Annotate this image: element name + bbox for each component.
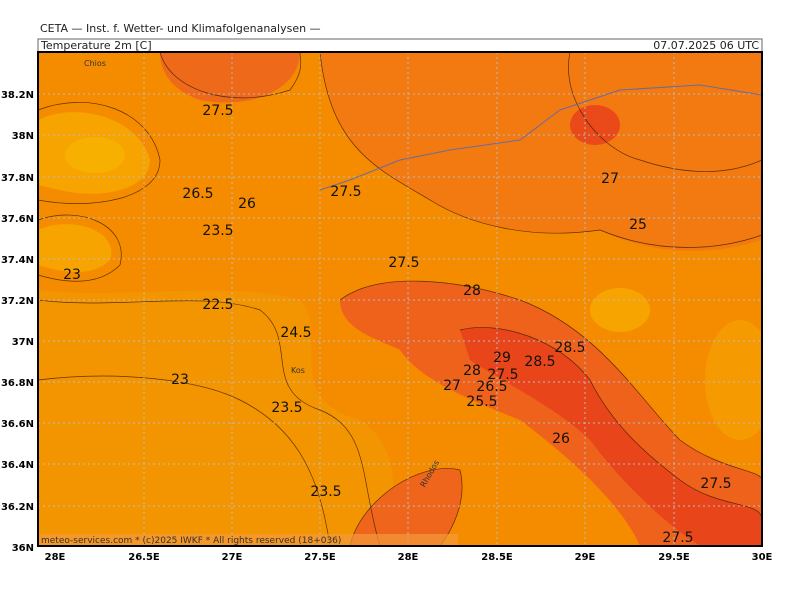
graticule bbox=[38, 52, 762, 546]
lat-label: 36.8N bbox=[1, 378, 34, 389]
lat-label: 37.4N bbox=[1, 255, 34, 266]
contour-label: 27.5 bbox=[487, 367, 518, 383]
contour-label: 28.5 bbox=[554, 340, 585, 356]
lat-label: 37.2N bbox=[1, 296, 34, 307]
contour-label: 26 bbox=[552, 431, 570, 447]
footer: meteo-services.com * (c)2025 IWKF * All … bbox=[41, 536, 341, 546]
lon-label: 26.5E bbox=[128, 552, 160, 563]
map-frame bbox=[37, 51, 763, 547]
contour-label: 25.5 bbox=[466, 394, 497, 410]
contour-label: 27 bbox=[601, 171, 619, 187]
place-label: Kos bbox=[291, 366, 305, 375]
lon-label: 29.5E bbox=[658, 552, 690, 563]
lat-label: 36N bbox=[12, 543, 34, 554]
lat-label: 37N bbox=[12, 337, 34, 348]
valid-time: 07.07.2025 06 UTC bbox=[653, 39, 759, 52]
contour-label: 23.5 bbox=[310, 484, 341, 500]
contour-label: 27.5 bbox=[662, 530, 693, 546]
lon-label: 28E bbox=[45, 552, 66, 563]
lat-label: 36.4N bbox=[1, 460, 34, 471]
contour-label: 23.5 bbox=[271, 400, 302, 416]
contour-label: 23 bbox=[171, 372, 189, 388]
lat-label: 37.8N bbox=[1, 173, 34, 184]
contour-label: 25 bbox=[629, 217, 647, 233]
contour-label: 29 bbox=[493, 350, 511, 366]
lon-label: 28E bbox=[398, 552, 419, 563]
contour-label: 27 bbox=[443, 378, 461, 394]
contour-label: 26.5 bbox=[182, 186, 213, 202]
contour-label: 28.5 bbox=[524, 354, 555, 370]
lon-label: 29E bbox=[575, 552, 596, 563]
contour-label: 26 bbox=[238, 196, 256, 212]
lon-label: 27.5E bbox=[304, 552, 336, 563]
institute: CETA — Inst. f. Wetter- und Klimafolgena… bbox=[40, 22, 321, 35]
contour-label: 26.5 bbox=[476, 379, 507, 395]
temperature-field bbox=[38, 52, 762, 546]
lat-label: 36.6N bbox=[1, 419, 34, 430]
contour-label: 27.5 bbox=[700, 476, 731, 492]
lat-label: 38.2N bbox=[1, 90, 34, 101]
contour-label: 27.5 bbox=[330, 184, 361, 200]
contour-label: 27.5 bbox=[202, 103, 233, 119]
contour-label: 24.5 bbox=[280, 325, 311, 341]
contour-label: 27.5 bbox=[388, 255, 419, 271]
lon-label: 27E bbox=[222, 552, 243, 563]
contour-label: 22.5 bbox=[202, 297, 233, 313]
lat-label: 38N bbox=[12, 131, 34, 142]
lat-label: 37.6N bbox=[1, 214, 34, 225]
contour-label: 28 bbox=[463, 283, 481, 299]
lon-label: 30E bbox=[752, 552, 773, 563]
parameter: Temperature 2m [C] bbox=[40, 39, 152, 52]
contour-label: 28 bbox=[463, 363, 481, 379]
lat-label: 36.2N bbox=[1, 502, 34, 513]
contour-label: 23.5 bbox=[202, 223, 233, 239]
contour-label: 23 bbox=[63, 267, 81, 283]
place-label: Chios bbox=[84, 59, 106, 68]
footer-bg bbox=[38, 534, 458, 546]
lon-label: 28.5E bbox=[481, 552, 513, 563]
